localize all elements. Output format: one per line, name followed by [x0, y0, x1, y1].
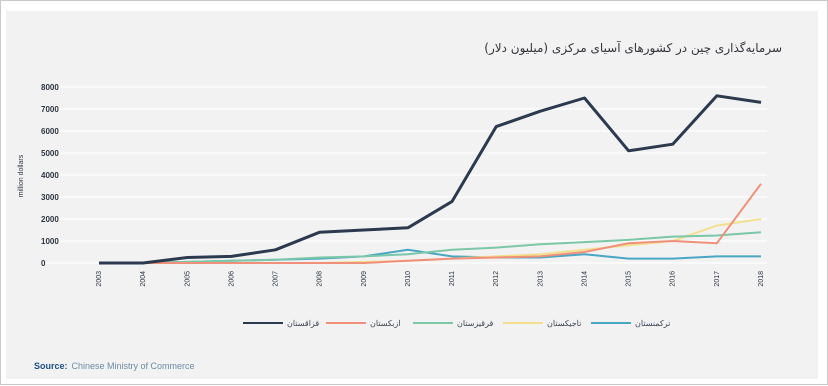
x-axis-ticks: 2003 2004 2005 2006 2007 2008 2009 2010 2011 2012…: [96, 271, 765, 287]
chart-title: سرمایه‌گذاری چین در کشورهای آسیای مرکزی …: [484, 41, 782, 55]
y-tick-label: 1000: [41, 237, 59, 246]
x-tick-label: 2004: [140, 271, 147, 287]
y-axis-label: million dollars: [18, 154, 25, 197]
y-tick-label: 3000: [41, 193, 59, 202]
x-tick-label: 2007: [273, 271, 280, 287]
x-tick-label: 2011: [449, 271, 456, 286]
x-tick-label: 2014: [581, 271, 588, 287]
y-tick-label: 6000: [41, 127, 59, 136]
x-tick-label: 2015: [626, 271, 633, 287]
x-tick-label: 2005: [184, 271, 191, 287]
x-tick-label: 2009: [361, 271, 368, 287]
source-note: Source: Chinese Ministry of Commerce: [34, 361, 195, 371]
legend-label: ازبکستان: [370, 319, 401, 328]
y-tick-label: 0: [41, 259, 46, 268]
series-line: [99, 94, 762, 265]
y-tick-label: 4000: [41, 171, 59, 180]
y-tick-label: 8000: [41, 83, 59, 92]
source-text: Chinese Ministry of Commerce: [71, 361, 195, 371]
y-tick-label: 5000: [41, 149, 59, 158]
source-label: Source:: [34, 361, 68, 371]
legend-label: قرقیزستان: [457, 319, 493, 328]
series-line: [99, 231, 762, 264]
x-tick-label: 2018: [758, 271, 765, 287]
x-tick-label: 2008: [317, 271, 324, 287]
y-tick-label: 2000: [41, 215, 59, 224]
x-tick-label: 2017: [714, 271, 721, 287]
grid-lines: [41, 86, 767, 264]
x-tick-label: 2010: [405, 271, 412, 287]
x-tick-label: 2006: [228, 271, 235, 287]
y-axis-ticks: 0 1000 2000 3000 4000 5000 6000 7000 8000: [41, 83, 59, 268]
x-tick-label: 2003: [96, 271, 103, 287]
legend-label: قزاقستان: [287, 319, 319, 328]
chart-panel: [6, 11, 818, 379]
x-tick-label: 2013: [537, 271, 544, 287]
x-tick-label: 2016: [670, 271, 677, 287]
legend: قزاقستان ازبکستان قرقیزستان تاجیکستان ترکمنس…: [243, 319, 670, 328]
legend-label: ترکمنستان: [635, 319, 670, 328]
data-series: [99, 94, 762, 265]
x-tick-label: 2012: [493, 271, 500, 287]
y-tick-label: 7000: [41, 105, 59, 114]
legend-label: تاجیکستان: [547, 319, 581, 328]
series-line: [99, 183, 762, 264]
